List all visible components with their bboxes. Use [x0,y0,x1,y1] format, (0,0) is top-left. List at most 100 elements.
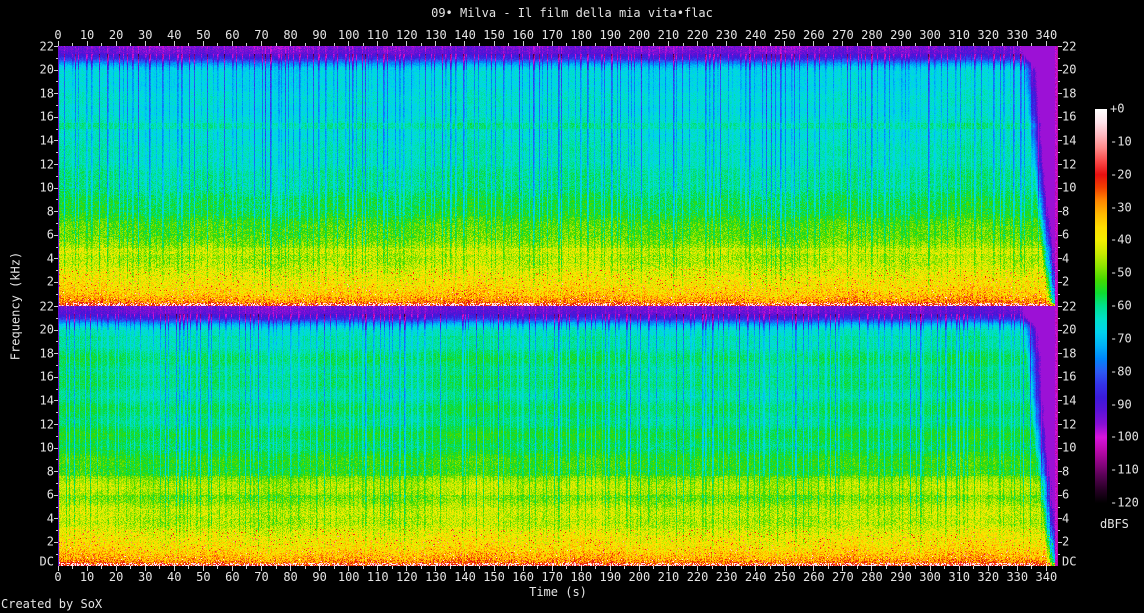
freq-tick [54,471,58,473]
time-tick-label: 50 [196,570,211,584]
freq-minor-tick [56,459,58,461]
time-tick [551,566,553,571]
time-tick-label: 200 [628,28,651,42]
freq-tick [1058,116,1062,118]
time-tick [551,41,553,46]
time-minor-tick [101,43,103,46]
freq-tick-label: 8 [46,204,54,219]
time-minor-tick [479,566,480,569]
time-tick-label: 190 [599,570,622,584]
freq-minor-tick [56,199,58,201]
time-tick-label: 60 [225,28,240,42]
freq-tick [1058,211,1062,213]
time-tick-label: 330 [1006,28,1029,42]
time-tick-label: 180 [570,570,593,584]
time-tick-label: 250 [773,570,796,584]
freq-tick-label: 10 [39,440,54,455]
freq-tick [1058,424,1062,425]
time-minor-tick [944,43,946,46]
time-minor-tick [275,566,277,569]
freq-tick [54,211,58,213]
freq-tick-label: 22 [39,39,54,54]
freq-tick [54,376,58,378]
colorbar-tick-label: -20 [1110,167,1132,182]
freq-minor-tick [1058,553,1060,555]
colorbar-tick-label: -70 [1110,331,1132,346]
time-minor-tick [769,566,771,569]
time-tick-label: 90 [312,570,327,584]
time-tick-label: 300 [919,28,941,42]
time-tick [638,41,640,46]
freq-tick-label: 12 [1062,157,1077,171]
time-tick-label: 160 [512,570,534,584]
time-tick-label: 80 [283,570,298,584]
freq-tick-label: 22 [39,299,54,314]
time-tick-label: 230 [715,28,738,42]
freq-tick-label: 14 [1062,133,1077,148]
freq-minor-tick [1058,435,1060,437]
time-tick [667,41,669,46]
colorbar-tick-label: -90 [1110,397,1132,411]
freq-tick [54,116,58,118]
time-tick-label: 280 [861,570,883,584]
time-tick [638,566,640,571]
time-tick [86,566,88,571]
time-axis-title: Time (s) [529,585,587,599]
freq-tick [54,164,58,165]
freq-tick [1058,164,1062,165]
time-minor-tick [391,566,393,569]
time-tick [1016,566,1018,571]
time-minor-tick [420,566,422,569]
freq-tick [1058,353,1062,355]
time-tick-label: 340 [1035,570,1058,584]
freq-tick-label: 16 [1062,109,1077,124]
freq-tick [1058,541,1062,543]
time-minor-tick [217,566,219,569]
time-tick-label: 260 [802,28,825,42]
time-minor-tick [159,43,161,46]
time-tick-label: 120 [395,570,418,584]
time-tick [348,566,350,571]
time-tick-label: 90 [312,28,327,42]
time-tick [726,566,728,571]
freq-tick-label: 2 [46,534,54,549]
colorbar-tick-label: +0 [1110,101,1125,116]
time-minor-tick [740,43,742,46]
freq-tick [54,329,58,331]
freq-minor-tick [56,128,58,130]
freq-tick [1058,69,1062,71]
time-tick [871,566,873,571]
time-minor-tick [915,566,917,569]
time-tick [958,41,960,46]
time-minor-tick [72,43,74,46]
freq-minor-tick [1058,222,1060,224]
time-tick [813,41,815,46]
freq-minor-tick [56,175,58,177]
time-tick-label: 140 [454,570,476,584]
freq-dc-label: DC [1062,554,1077,569]
time-tick [231,566,233,571]
freq-dc-label: DC [39,554,54,569]
time-minor-tick [885,43,887,46]
freq-minor-tick [56,506,58,508]
time-tick-label: 290 [890,570,912,584]
time-tick-label: 120 [395,28,418,42]
colorbar-tick-label: -60 [1110,298,1132,313]
time-tick [900,41,902,46]
freq-tick-label: 8 [46,464,54,479]
time-tick-label: 320 [977,570,1000,584]
time-tick [406,566,408,571]
freq-tick-label: 22 [1062,299,1077,314]
time-minor-tick [159,566,161,569]
time-minor-tick [798,43,800,46]
freq-tick [54,400,58,402]
time-tick-label: 10 [79,28,95,42]
freq-tick-label: 18 [39,86,54,101]
time-minor-tick [973,566,975,569]
time-minor-tick [711,566,713,569]
time-tick-label: 280 [861,28,883,42]
freq-tick-label: 8 [1062,464,1070,479]
time-tick [57,41,59,46]
freq-minor-tick [1058,412,1060,414]
time-minor-tick [711,43,713,46]
